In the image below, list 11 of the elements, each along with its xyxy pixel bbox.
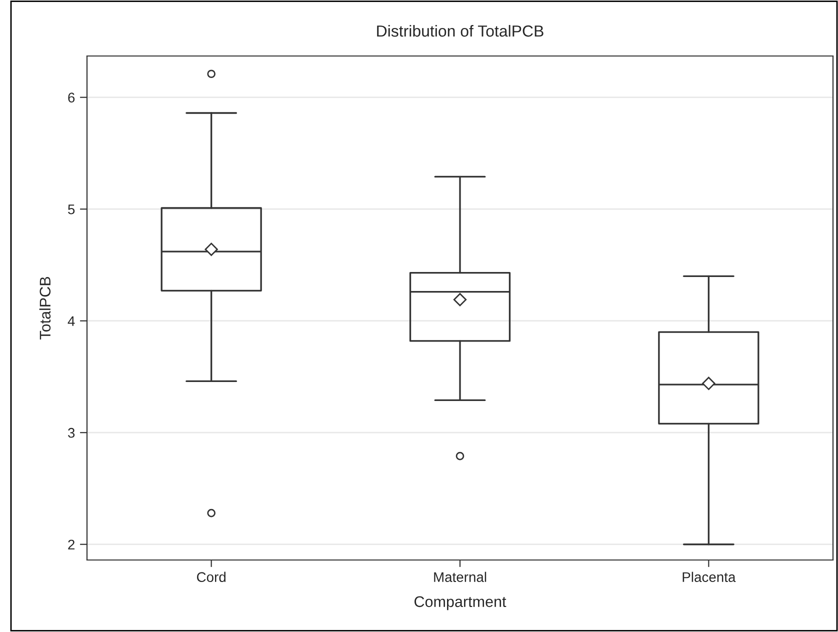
x-tick-label: Maternal <box>434 572 486 582</box>
y-axis-title: TotalPCB <box>39 276 51 340</box>
x-axis-title: Compartment <box>414 596 506 610</box>
x-tick-label: Cord <box>196 572 226 582</box>
y-tick-label: 5 <box>68 204 75 214</box>
y-tick-label: 2 <box>68 540 74 550</box>
y-tick-label: 6 <box>68 92 75 103</box>
y-tick-label: 3 <box>68 428 75 438</box>
y-tick-label: 4 <box>68 316 75 326</box>
x-tick-label: Placenta <box>682 572 736 582</box>
chart-title: Distribution of TotalPCB <box>377 24 544 37</box>
